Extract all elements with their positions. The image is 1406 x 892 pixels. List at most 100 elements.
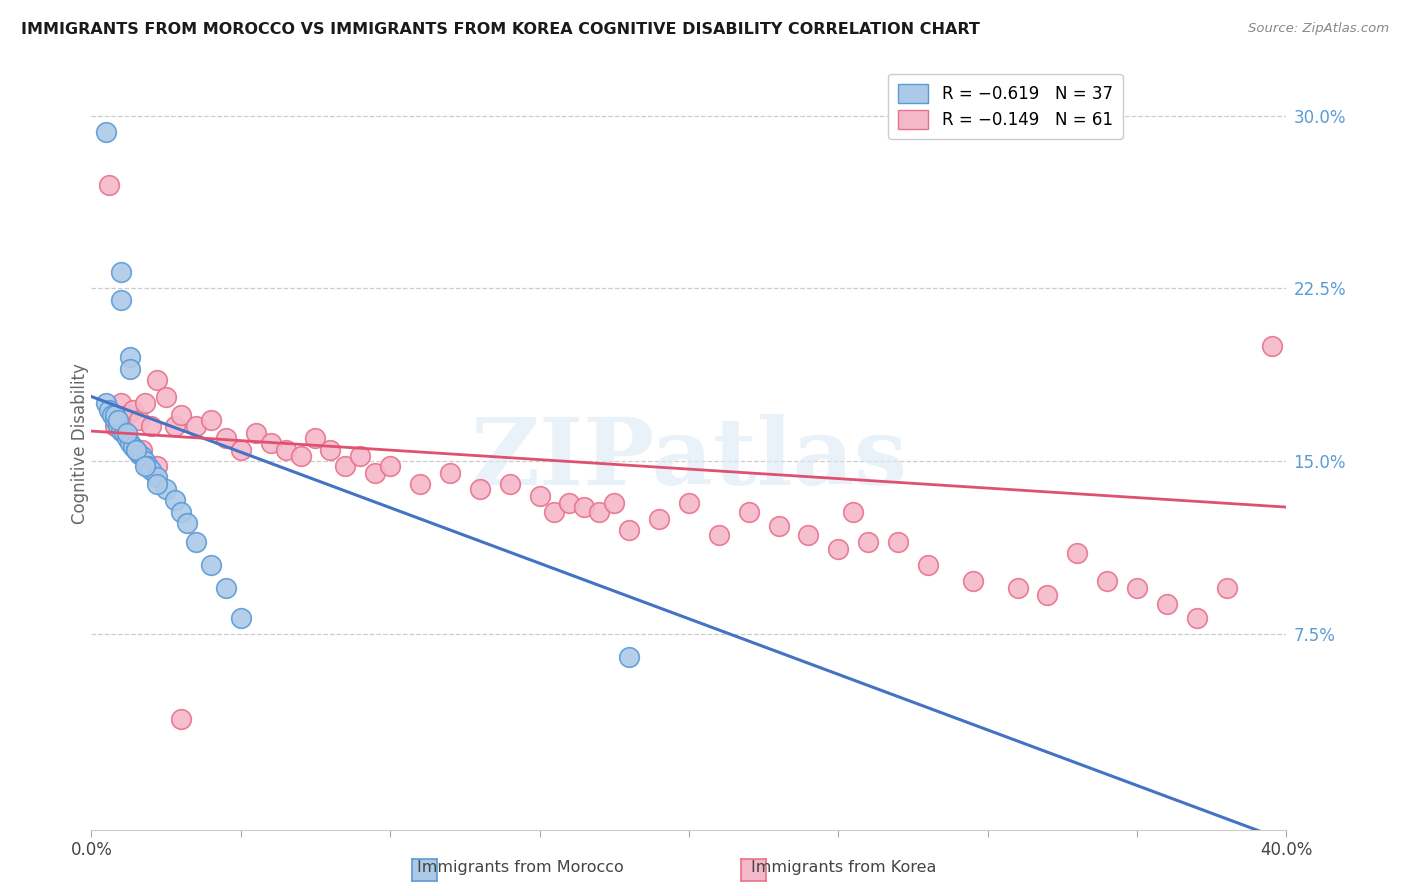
Point — [588, 505, 610, 519]
Text: ZIPatlas: ZIPatlas — [471, 414, 907, 504]
Point — [110, 424, 132, 438]
Point — [104, 419, 127, 434]
Text: Immigrants from Korea: Immigrants from Korea — [751, 861, 936, 875]
Point — [96, 396, 118, 410]
Point — [603, 495, 626, 509]
Text: IMMIGRANTS FROM MOROCCO VS IMMIGRANTS FROM KOREA COGNITIVE DISABILITY CORRELATIO: IMMIGRANTS FROM MOROCCO VS IMMIGRANTS FR… — [21, 22, 980, 37]
Point — [1036, 588, 1059, 602]
Point — [115, 426, 138, 441]
Point — [136, 458, 159, 473]
Point — [134, 454, 156, 468]
Point — [1216, 581, 1239, 595]
Point — [96, 125, 118, 139]
Point — [543, 505, 565, 519]
Point — [409, 477, 432, 491]
Point — [170, 505, 193, 519]
Point — [110, 293, 132, 307]
Y-axis label: Cognitive Disability: Cognitive Disability — [72, 363, 89, 524]
Point — [229, 442, 252, 457]
Point — [842, 505, 865, 519]
Point — [468, 482, 491, 496]
Point — [134, 458, 156, 473]
Point — [146, 458, 169, 473]
Point — [1126, 581, 1149, 595]
Point — [917, 558, 939, 572]
Point — [131, 442, 153, 457]
Point — [98, 403, 121, 417]
Point — [574, 500, 596, 515]
Point — [101, 408, 124, 422]
Point — [128, 412, 150, 426]
Point — [125, 442, 148, 457]
Text: Immigrants from Morocco: Immigrants from Morocco — [416, 861, 624, 875]
Point — [120, 351, 142, 365]
Point — [104, 408, 127, 422]
Point — [1066, 546, 1088, 560]
Point — [319, 442, 342, 457]
Point — [558, 495, 581, 509]
Point — [1260, 339, 1282, 353]
Point — [1097, 574, 1119, 588]
Point — [131, 450, 153, 464]
Point — [146, 373, 169, 387]
Point — [120, 362, 142, 376]
Point — [141, 463, 163, 477]
Point — [619, 649, 641, 664]
Point — [200, 412, 222, 426]
Point — [215, 431, 238, 445]
Point — [134, 396, 156, 410]
Point — [768, 518, 790, 533]
Point — [737, 505, 759, 519]
Point — [107, 412, 129, 426]
Point — [364, 466, 387, 480]
Point — [146, 470, 169, 484]
Point — [125, 442, 148, 457]
Point — [439, 466, 461, 480]
Point — [887, 534, 910, 549]
Point — [797, 527, 820, 541]
Point — [678, 495, 700, 509]
Point — [1007, 581, 1029, 595]
Point — [122, 403, 145, 417]
Point — [112, 426, 135, 441]
Point — [141, 419, 163, 434]
Point — [104, 412, 127, 426]
Point — [184, 419, 207, 434]
Point — [215, 581, 238, 595]
Point — [184, 534, 207, 549]
Point — [335, 458, 357, 473]
Point — [245, 426, 267, 441]
Point — [827, 541, 849, 556]
Point — [707, 527, 730, 541]
Point — [155, 390, 177, 404]
Point — [380, 458, 402, 473]
Point — [163, 419, 186, 434]
Point — [349, 450, 371, 464]
Point — [290, 450, 312, 464]
Point — [176, 516, 198, 531]
Point — [858, 534, 880, 549]
Text: Source: ZipAtlas.com: Source: ZipAtlas.com — [1249, 22, 1389, 36]
Point — [229, 610, 252, 624]
Point — [110, 396, 132, 410]
Point — [962, 574, 984, 588]
Point — [1156, 597, 1178, 611]
Point — [274, 442, 297, 457]
Point — [1185, 610, 1208, 624]
Point — [529, 489, 551, 503]
Point — [146, 477, 169, 491]
Point — [155, 482, 177, 496]
Point — [304, 431, 326, 445]
Point — [115, 431, 138, 445]
Point — [648, 511, 671, 525]
Point — [122, 440, 145, 454]
Point — [163, 493, 186, 508]
Point — [120, 435, 142, 450]
Point — [98, 178, 121, 192]
Point — [110, 265, 132, 279]
Point — [200, 558, 222, 572]
Point — [170, 408, 193, 422]
Point — [259, 435, 281, 450]
Point — [619, 523, 641, 537]
Point — [115, 408, 138, 422]
